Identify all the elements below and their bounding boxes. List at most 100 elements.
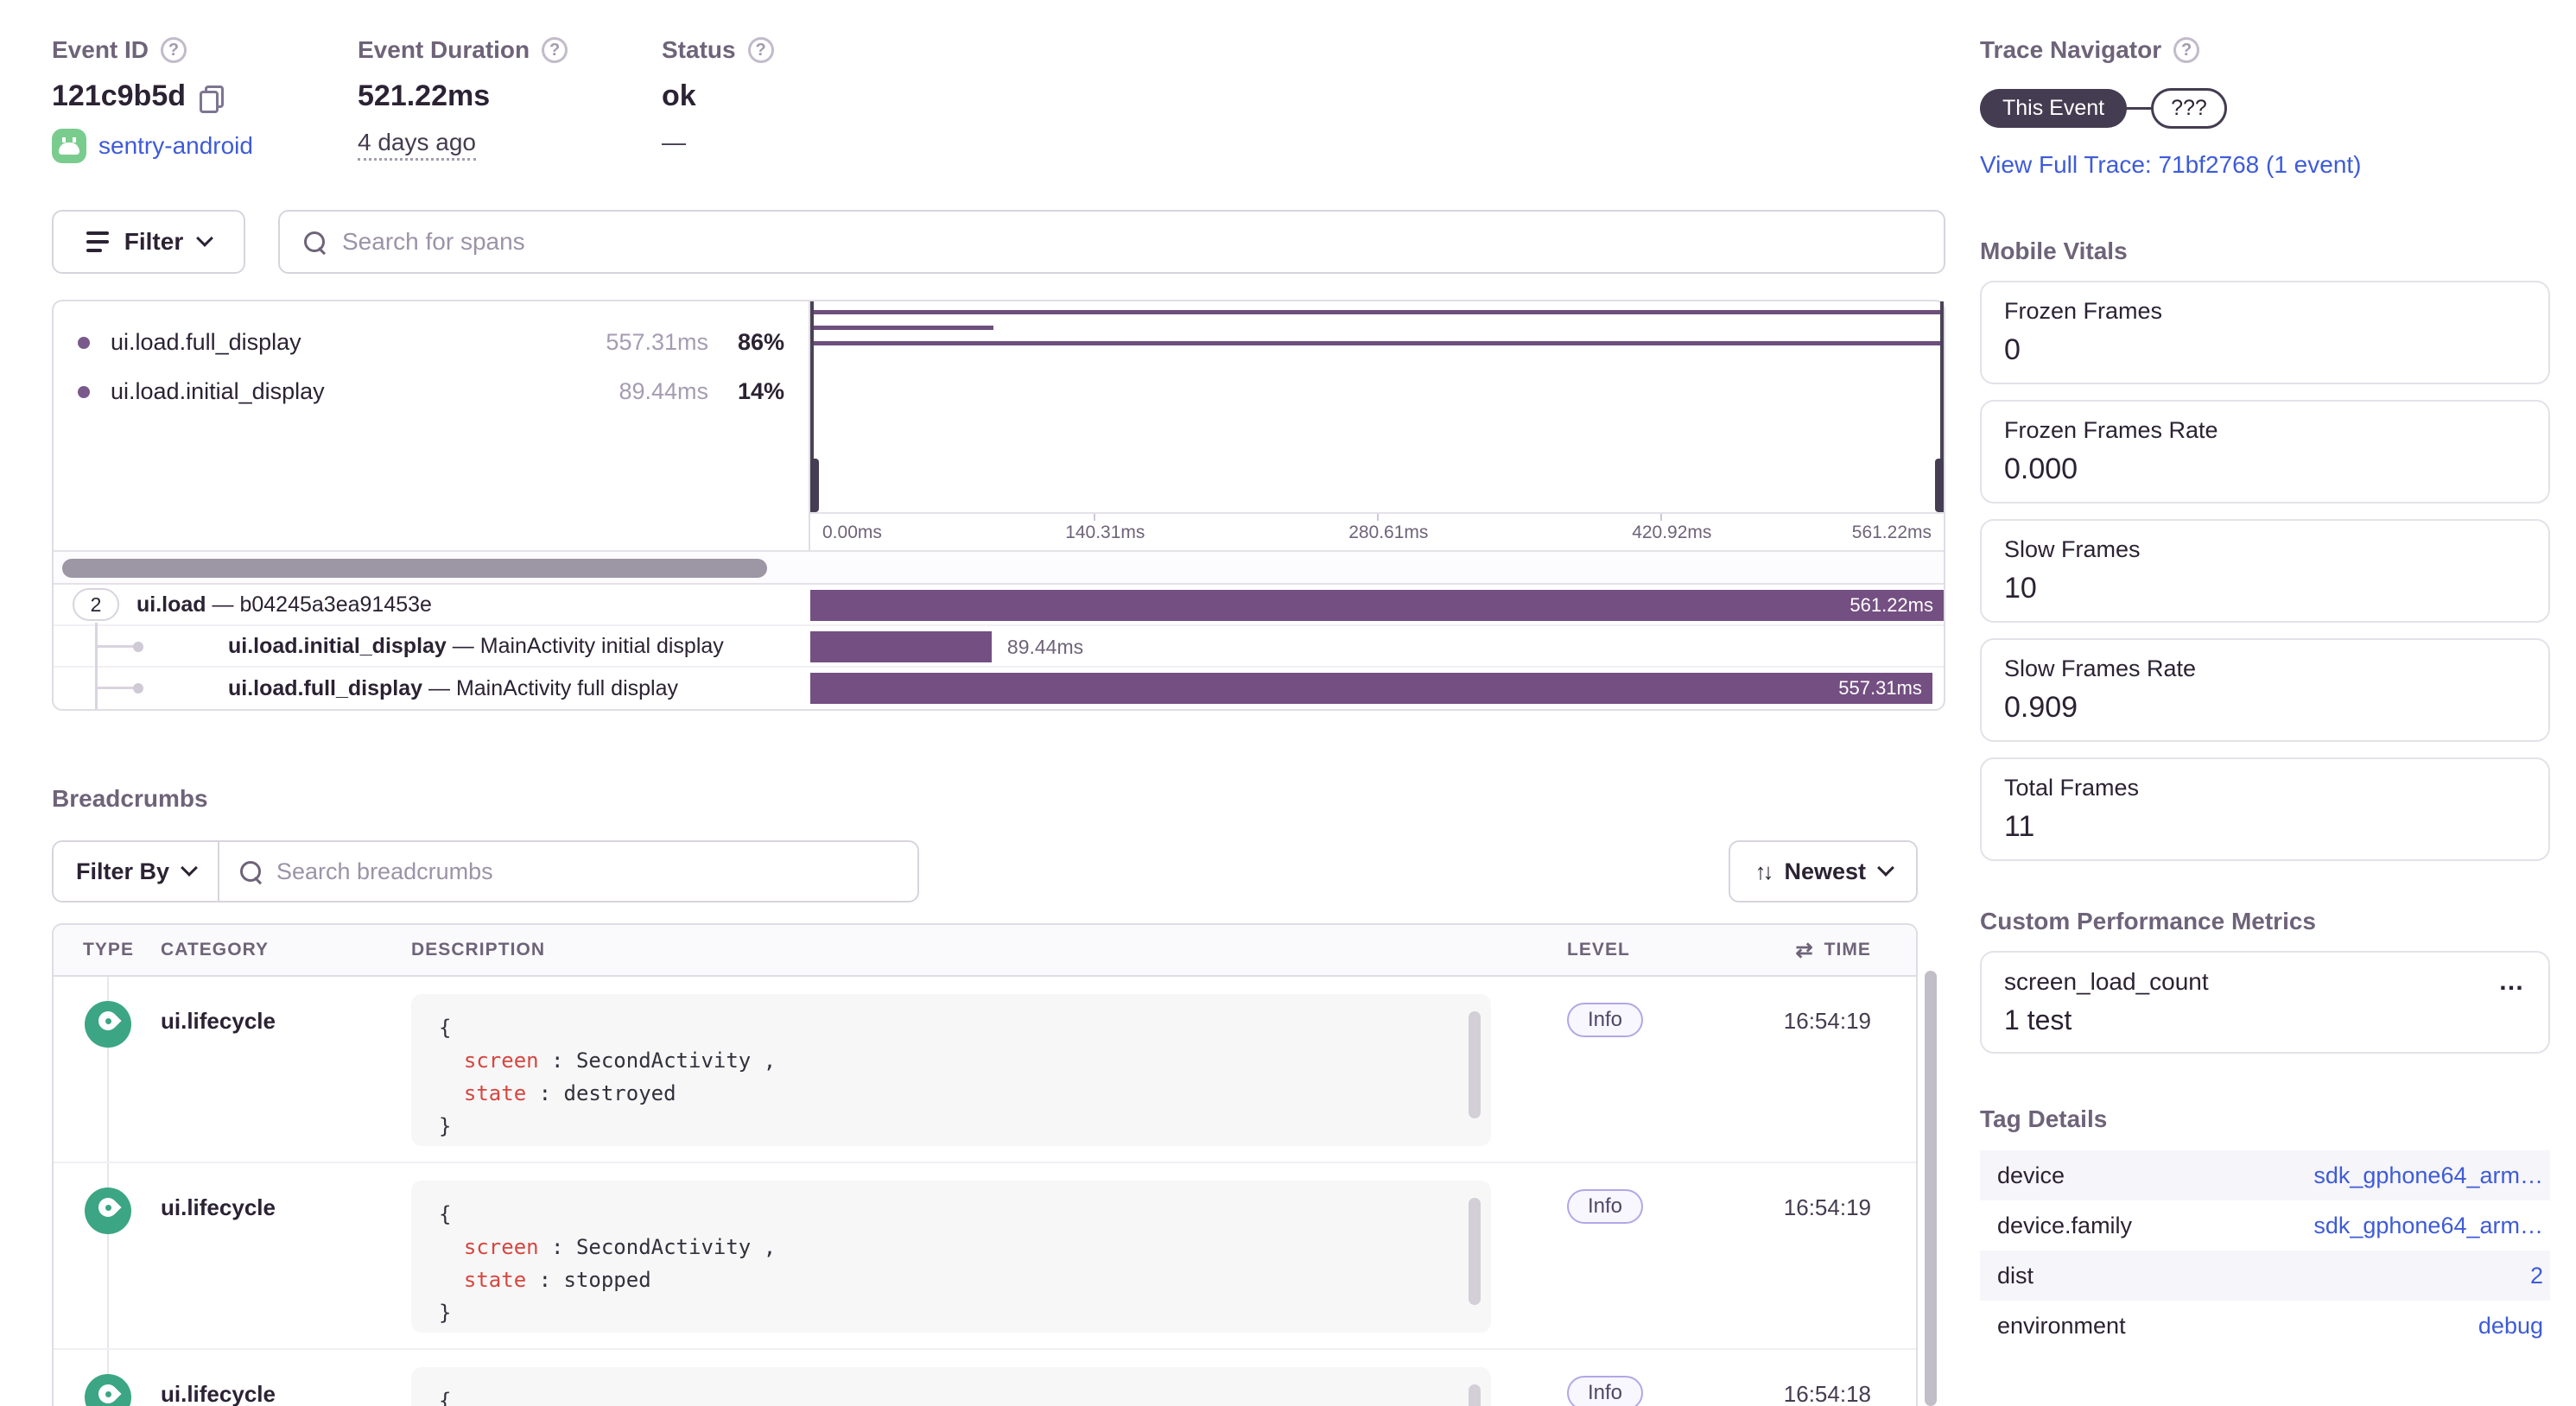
breadcrumb-code-block[interactable]: { screen : SecondActivity , state : stop… <box>411 1181 1491 1333</box>
tag-row: device sdk_gphone64_arm… <box>1980 1150 2550 1200</box>
column-header-time[interactable]: ⇄ TIME <box>1795 938 1871 962</box>
span-tree: 2 ui.load — b04245a3ea91453e 561.22ms ui… <box>54 585 1944 709</box>
vital-card: Frozen Frames Rate 0.000 <box>1980 400 2550 504</box>
search-icon <box>304 231 325 252</box>
trace-minimap[interactable] <box>810 301 1944 512</box>
location-pin-icon <box>85 1001 131 1048</box>
project-link[interactable]: sentry-android <box>98 132 253 159</box>
tag-row: device.family sdk_gphone64_arm… <box>1980 1200 2550 1251</box>
breadcrumb-row[interactable]: ui.lifecycle { screen : SecondActivity ,… <box>54 977 1916 1163</box>
tag-details-table: device sdk_gphone64_arm… device.family s… <box>1980 1150 2550 1351</box>
main-column: Event ID? 121c9b5d sentry-android Event … <box>52 0 1945 1406</box>
breadcrumb-row[interactable]: ui.lifecycle { Info 16:54:18 <box>54 1350 1916 1406</box>
sort-arrows-icon: ↑↓ <box>1754 858 1773 884</box>
legend-duration: 89.44ms <box>619 378 708 404</box>
event-id-label: Event ID <box>52 36 149 63</box>
span-op: ui.load <box>136 592 206 617</box>
span-row[interactable]: ui.load.full_display — MainActivity full… <box>54 668 1944 709</box>
breadcrumb-row[interactable]: ui.lifecycle { screen : SecondActivity ,… <box>54 1163 1916 1350</box>
help-icon[interactable]: ? <box>2173 37 2200 63</box>
minimap-left-handle[interactable] <box>810 459 819 512</box>
tag-value-link[interactable]: sdk_gphone64_arm… <box>2313 1212 2543 1238</box>
tag-key: dist <box>1997 1262 2034 1289</box>
span-desc: MainActivity full display <box>455 675 678 700</box>
legend-item[interactable]: ui.load.initial_display 89.44ms 14% <box>78 378 784 405</box>
level-badge: Info <box>1567 1003 1644 1037</box>
legend-percent: 86% <box>737 329 784 355</box>
breadcrumbs-vertical-scrollbar[interactable] <box>1925 971 1937 1406</box>
stat-event-duration: Event Duration? 521.22ms 4 days ago <box>358 36 662 163</box>
axis-tick-label: 280.61ms <box>1348 522 1429 542</box>
sidebar: Trace Navigator? This Event ??? View Ful… <box>1980 0 2550 1351</box>
code-scrollbar-thumb[interactable] <box>1469 1198 1481 1305</box>
column-header-description: DESCRIPTION <box>411 940 546 960</box>
overflow-menu-button[interactable]: … <box>2498 967 2526 996</box>
copy-icon[interactable] <box>200 85 224 113</box>
metric-value: 1 test <box>2004 1004 2072 1036</box>
vital-label: Slow Frames <box>2004 536 2141 562</box>
minimap-span-bar <box>812 326 993 330</box>
breadcrumbs-table: TYPE CATEGORY DESCRIPTION LEVEL ⇄ TIME ui… <box>52 923 1918 1406</box>
span-duration: 89.44ms <box>1006 635 1084 658</box>
help-icon[interactable]: ? <box>747 37 774 63</box>
span-children-badge[interactable]: 2 <box>73 588 119 621</box>
breadcrumbs-search[interactable] <box>219 858 917 885</box>
breadcrumbs-table-header: TYPE CATEGORY DESCRIPTION LEVEL ⇄ TIME <box>54 925 1916 977</box>
breadcrumbs-filter-by-button[interactable]: Filter By <box>54 842 219 901</box>
tag-value-link[interactable]: debug <box>2478 1312 2543 1339</box>
vital-card: Slow Frames Rate 0.909 <box>1980 638 2550 742</box>
event-stats: Event ID? 121c9b5d sentry-android Event … <box>52 0 1945 163</box>
unknown-event-pill[interactable]: ??? <box>2151 88 2227 129</box>
filter-by-label: Filter By <box>75 858 170 884</box>
stat-event-id: Event ID? 121c9b5d sentry-android <box>52 36 358 163</box>
span-duration-bar[interactable] <box>810 631 992 662</box>
help-icon[interactable]: ? <box>161 37 187 63</box>
breadcrumb-code-block[interactable]: { screen : SecondActivity , state : dest… <box>411 994 1491 1146</box>
code-scrollbar-thumb[interactable] <box>1469 1384 1481 1406</box>
this-event-pill[interactable]: This Event <box>1980 89 2128 128</box>
code-key: state <box>463 1081 527 1105</box>
span-search-input[interactable] <box>342 228 1919 256</box>
breadcrumb-time: 16:54:19 <box>1783 1194 1871 1220</box>
scrollbar-thumb[interactable] <box>62 559 767 578</box>
legend-item[interactable]: ui.load.full_display 557.31ms 86% <box>78 329 784 356</box>
tag-value-link[interactable]: 2 <box>2529 1262 2543 1289</box>
custom-metric-card: screen_load_count … 1 test <box>1980 951 2550 1054</box>
span-horizontal-scrollbar[interactable] <box>54 550 1944 585</box>
location-pin-icon <box>85 1188 131 1234</box>
filter-button-label: Filter <box>124 228 184 255</box>
span-duration: 561.22ms <box>1850 594 1933 616</box>
vital-label: Frozen Frames <box>2004 298 2163 324</box>
tag-value-link[interactable]: sdk_gphone64_arm… <box>2313 1162 2543 1188</box>
span-duration-bar[interactable]: 561.22ms <box>810 590 1944 621</box>
axis-tick-label: 0.00ms <box>822 522 882 542</box>
breadcrumbs-title: Breadcrumbs <box>52 785 208 812</box>
breadcrumb-code-block[interactable]: { <box>411 1367 1491 1406</box>
filter-button[interactable]: Filter <box>52 210 245 274</box>
event-duration-label: Event Duration <box>358 36 530 63</box>
span-legend: ui.load.full_display 557.31ms 86% ui.loa… <box>54 301 810 550</box>
span-row[interactable]: 2 ui.load — b04245a3ea91453e 561.22ms <box>54 585 1944 626</box>
span-duration: 557.31ms <box>1838 677 1922 699</box>
span-duration-bar[interactable]: 557.31ms <box>810 673 1932 704</box>
legend-name: ui.load.full_display <box>111 329 301 355</box>
tag-row: environment debug <box>1980 1301 2550 1351</box>
span-row[interactable]: ui.load.initial_display — MainActivity i… <box>54 626 1944 668</box>
span-waterfall-card: ui.load.full_display 557.31ms 86% ui.loa… <box>52 300 1945 711</box>
help-icon[interactable]: ? <box>542 37 568 63</box>
time-axis: 0.00ms 140.31ms 280.61ms 420.92ms 561.22… <box>810 512 1944 550</box>
breadcrumbs-sort-button[interactable]: ↑↓ Newest <box>1729 840 1918 902</box>
event-age[interactable]: 4 days ago <box>358 129 476 161</box>
view-full-trace-link[interactable]: View Full Trace: 71bf2768 (1 event) <box>1980 151 2362 178</box>
span-search[interactable] <box>278 210 1945 274</box>
minimap-left-edge[interactable] <box>810 301 814 512</box>
metric-name: screen_load_count <box>2004 968 2209 995</box>
minimap-right-edge[interactable] <box>1940 301 1944 512</box>
code-scrollbar-thumb[interactable] <box>1469 1011 1481 1118</box>
minimap-right-handle[interactable] <box>1935 459 1944 512</box>
breadcrumbs-search-input[interactable] <box>276 858 897 885</box>
event-duration-value: 521.22ms <box>358 79 491 112</box>
minimap-span-bar <box>812 341 1942 345</box>
breadcrumb-category: ui.lifecycle <box>161 1381 276 1406</box>
location-pin-icon <box>85 1374 131 1406</box>
